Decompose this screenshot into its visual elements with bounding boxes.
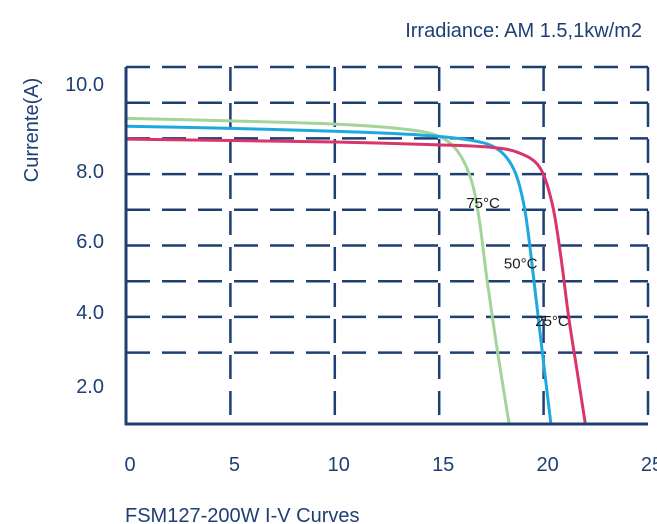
series-labels: 75°C 50°C 25°C xyxy=(466,195,569,330)
y-axis-label: Currente(A) xyxy=(21,78,43,182)
series-label-1: 50°C xyxy=(504,256,538,273)
x-tick-label: 20 xyxy=(536,454,558,476)
y-tick-label: 8.0 xyxy=(76,161,104,183)
x-tick-label: 15 xyxy=(432,454,454,476)
grid-lines xyxy=(126,65,650,424)
series-line-2 xyxy=(125,137,587,425)
y-tick-label: 2.0 xyxy=(76,376,104,398)
series-label-0: 75°C xyxy=(466,195,500,212)
y-tick-label: 10.0 xyxy=(65,74,104,96)
series-line-0 xyxy=(125,116,511,425)
x-tick-label: 10 xyxy=(328,454,350,476)
y-tick-labels: 2.0 4.0 6.0 8.0 10.0 xyxy=(65,74,104,398)
x-tick-labels: 0 5 10 15 20 25 xyxy=(124,454,657,476)
y-tick-label: 4.0 xyxy=(76,302,104,324)
irradiance-note: Irradiance: AM 1.5,1kw/m2 xyxy=(405,20,642,42)
chart-caption: FSM127-200W I-V Curves xyxy=(125,505,360,524)
axes xyxy=(124,67,648,426)
series-lines xyxy=(125,116,587,425)
x-tick-label: 0 xyxy=(124,454,135,476)
x-tick-label: 25 xyxy=(641,454,657,476)
y-tick-label: 6.0 xyxy=(76,231,104,253)
x-tick-label: 5 xyxy=(229,454,240,476)
series-label-2: 25°C xyxy=(535,313,569,330)
